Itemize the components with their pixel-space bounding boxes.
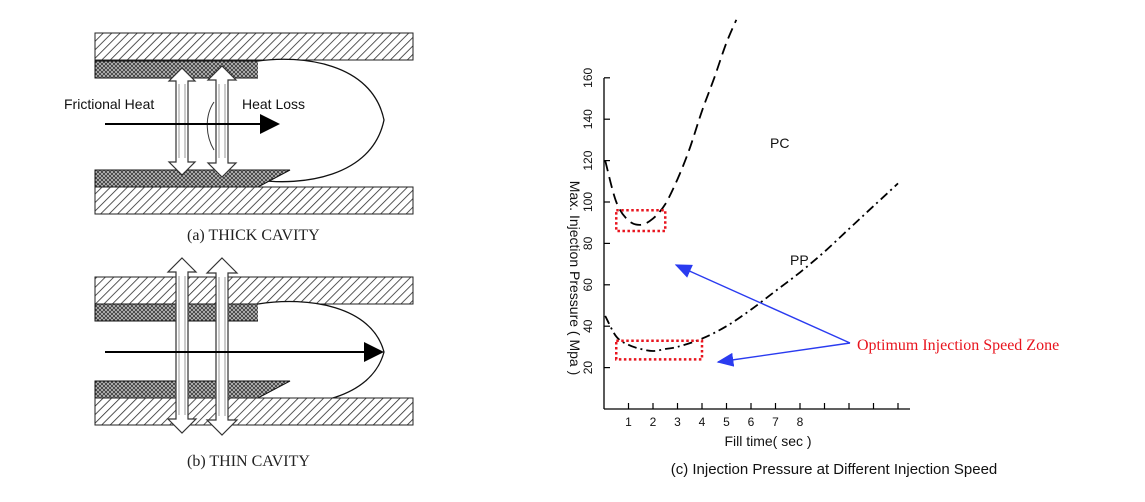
x-tick-label: 1 <box>625 415 632 429</box>
melt-front <box>257 58 385 183</box>
thick-cavity-diagram: Frictional Heat Heat Loss (a) THICK CAVI… <box>64 32 414 244</box>
series-label-pp: PP <box>790 252 809 268</box>
x-tick-label: 8 <box>797 415 804 429</box>
optimum-zone-annotation: Optimum Injection Speed Zone <box>857 337 1059 354</box>
frictional-heat-label: Frictional Heat <box>64 96 154 112</box>
optimum-zone-box-pc <box>615 209 667 233</box>
x-ticks: 1 2 3 4 5 6 7 8 <box>625 403 899 429</box>
series-line-pp <box>604 182 899 352</box>
annotation-arrow-pc <box>674 264 851 344</box>
heat-loss-arrow <box>205 257 239 436</box>
y-tick-label: 140 <box>581 109 595 129</box>
thin-cavity-caption: (b) THIN CAVITY <box>187 453 310 470</box>
y-ticks: 20 40 60 80 100 120 140 160 <box>581 67 610 374</box>
x-tick-label: 4 <box>699 415 706 429</box>
y-axis-label: Max. Injection Pressure ( Mpa ) <box>567 181 583 376</box>
lower-frozen-layer <box>94 380 291 399</box>
optimum-zone-box-pp <box>615 339 704 361</box>
thick-cavity-caption: (a) THICK CAVITY <box>187 227 320 244</box>
chart-caption: (c) Injection Pressure at Different Inje… <box>671 461 998 478</box>
y-tick-label: 80 <box>581 236 595 250</box>
frictional-heat-arrow <box>167 67 197 176</box>
y-tick-label: 120 <box>581 150 595 170</box>
x-tick-label: 3 <box>674 415 681 429</box>
lower-mold-wall <box>94 397 414 426</box>
heat-loss-label: Heat Loss <box>242 96 305 112</box>
y-tick-label: 20 <box>581 361 595 375</box>
upper-mold-wall <box>94 32 414 61</box>
x-tick-label: 6 <box>748 415 755 429</box>
series-lines <box>604 19 899 352</box>
y-tick-label: 160 <box>581 67 595 87</box>
upper-mold-wall <box>94 276 414 305</box>
optimum-zones <box>615 209 704 361</box>
y-tick-label: 100 <box>581 192 595 212</box>
thin-cavity-diagram: (b) THIN CAVITY <box>94 257 414 470</box>
x-tick-label: 2 <box>650 415 657 429</box>
x-tick-label: 7 <box>772 415 779 429</box>
series-line-pc <box>604 19 738 226</box>
heat-loss-arrow <box>206 65 238 178</box>
lower-frozen-layer <box>94 169 291 188</box>
x-axis-label: Fill time( sec ) <box>724 433 811 449</box>
lower-mold-wall <box>94 186 414 215</box>
x-tick-label: 5 <box>723 415 730 429</box>
y-tick-label: 40 <box>581 319 595 333</box>
y-tick-label: 60 <box>581 278 595 292</box>
injection-pressure-chart: 20 40 60 80 100 120 140 160 1 2 3 4 5 6 7 8 Max. Injec… <box>567 19 1059 478</box>
frictional-heat-arrow <box>166 257 198 434</box>
annotation-arrow-pp <box>716 342 851 367</box>
series-label-pc: PC <box>770 135 789 151</box>
